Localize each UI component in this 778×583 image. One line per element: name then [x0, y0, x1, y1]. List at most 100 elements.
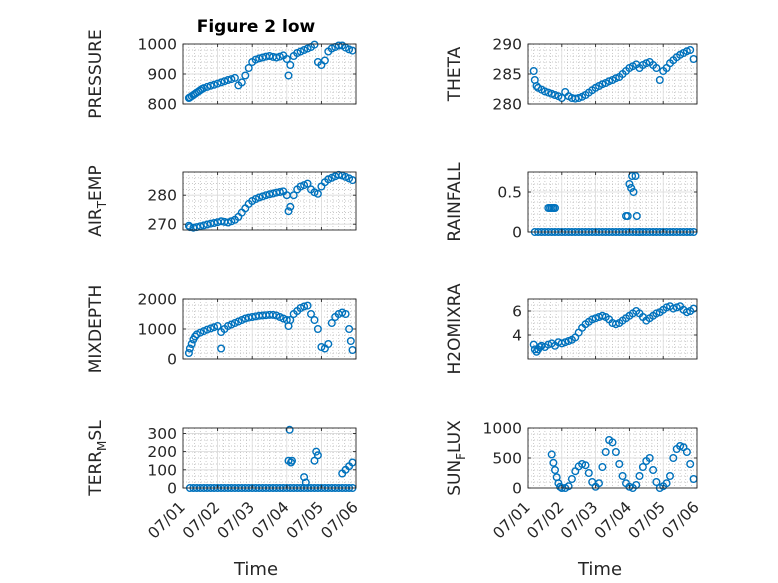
data-point: [210, 323, 219, 332]
panel-rainfall: 0 0.5 RAINFALL: [445, 162, 698, 242]
data-point: [303, 301, 312, 310]
data-point: [184, 349, 193, 358]
data-point: [652, 478, 661, 487]
data-point: [595, 479, 604, 488]
data-point: [584, 469, 593, 478]
data-point: [334, 41, 343, 50]
y-tick-label: 280: [147, 187, 177, 205]
data-point: [608, 438, 617, 447]
data-point: [187, 340, 196, 349]
data-point: [301, 478, 310, 487]
data-point: [230, 73, 239, 82]
data-point: [227, 75, 236, 84]
data-point: [686, 460, 695, 469]
minor-grid: [528, 172, 697, 232]
y-tick-label: 270: [147, 216, 177, 234]
data-point: [611, 448, 620, 457]
x-tick-label: 07/04: [591, 498, 635, 542]
data-point: [313, 451, 322, 460]
panel-terr_msl: 0100200300TERRMSL07/0107/0207/0307/0407/…: [86, 420, 362, 543]
x-tick-label: 07/02: [179, 498, 223, 542]
data-point: [686, 46, 695, 55]
y-tick-label: 0.5: [497, 184, 522, 202]
y-tick-label: 500: [492, 450, 522, 468]
data-point: [282, 55, 291, 64]
y-axis-label: SUNFLUX: [445, 420, 468, 496]
figure-title: Figure 2 low: [197, 17, 316, 37]
data-point: [623, 211, 632, 220]
data-point: [275, 187, 284, 196]
panel-pressure: 800 900 1000 PRESSURE: [86, 29, 357, 119]
data-point: [284, 71, 293, 80]
y-axis-label: AIRTEMP: [86, 165, 109, 236]
y-tick-label: 300: [147, 425, 177, 443]
tick-marks: [182, 43, 357, 105]
axes-box: [182, 427, 357, 489]
data-point: [615, 460, 624, 469]
tick-marks: [527, 172, 698, 233]
y-tick-label: 200: [147, 443, 177, 461]
series-theta: [529, 46, 698, 103]
data-point: [312, 447, 321, 456]
data-point: [618, 472, 627, 481]
data-point: [662, 479, 671, 488]
y-axis-label: THETA: [445, 46, 465, 102]
data-point: [628, 171, 637, 180]
x-tick-label: 07/06: [659, 498, 703, 542]
data-point: [223, 75, 232, 84]
y-tick-label: 285: [492, 66, 522, 84]
data-point: [255, 54, 264, 63]
y-tick-label: 1000: [138, 321, 177, 339]
panel-mixdepth: 0 1000 2000 MIXDEPTH: [86, 285, 357, 373]
y-tick-label: 100: [147, 461, 177, 479]
data-point: [310, 40, 319, 49]
data-point: [210, 80, 219, 89]
data-point: [669, 454, 678, 463]
data-point: [341, 310, 350, 319]
axes-box: [527, 298, 698, 360]
tick-marks: [527, 299, 698, 359]
data-point: [682, 448, 691, 457]
x-tick-label: 07/01: [145, 498, 189, 542]
data-point: [255, 193, 264, 202]
data-point: [551, 203, 560, 212]
data-point: [262, 191, 271, 200]
data-point: [649, 466, 658, 475]
data-point: [627, 183, 636, 192]
data-point: [269, 310, 278, 319]
data-point: [303, 179, 312, 188]
data-point: [310, 316, 319, 325]
tick-marks: [527, 43, 698, 105]
data-point: [320, 56, 329, 65]
data-point: [217, 344, 226, 353]
series-air_temp: [184, 170, 357, 232]
data-point: [345, 325, 354, 334]
tick-marks: [182, 298, 357, 360]
data-point: [213, 79, 222, 88]
data-point: [191, 332, 200, 341]
data-point: [206, 81, 215, 90]
data-point: [286, 61, 295, 70]
data-point: [529, 66, 538, 75]
panel-air_temp: 270 280 AIRTEMP: [86, 165, 357, 237]
data-point: [551, 466, 560, 475]
data-point: [300, 302, 309, 311]
data-point: [313, 189, 322, 198]
y-tick-label: 0: [167, 480, 177, 498]
xlabel-right: Time: [577, 559, 622, 580]
data-point: [535, 343, 544, 352]
data-point: [244, 63, 253, 72]
data-point: [213, 322, 222, 331]
series-mixdepth: [184, 301, 357, 358]
data-point: [313, 325, 322, 334]
data-point: [632, 211, 641, 220]
data-point: [635, 472, 644, 481]
x-tick-label: 07/01: [490, 498, 534, 542]
x-tick-label: 07/06: [318, 498, 362, 542]
data-point: [237, 78, 246, 87]
data-point: [199, 221, 208, 230]
tick-marks: [182, 428, 357, 489]
y-tick-label: 0: [167, 351, 177, 369]
series-pressure: [184, 40, 357, 102]
